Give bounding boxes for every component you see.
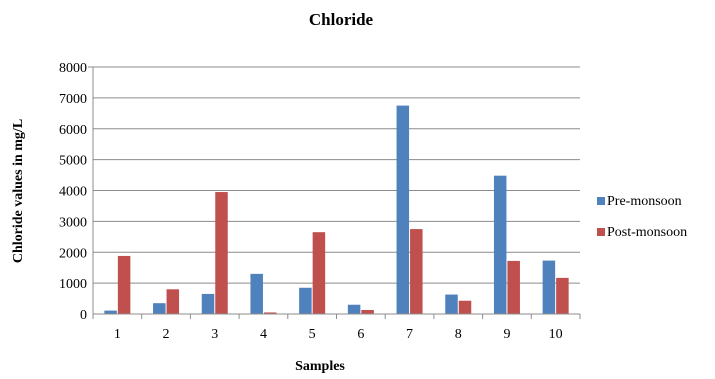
y-tick-label: 7000 — [59, 92, 87, 107]
x-tick-label: 3 — [211, 327, 218, 342]
bar-pre-monsoon-8 — [445, 294, 458, 314]
y-tick-label: 8000 — [59, 61, 87, 76]
bar-pre-monsoon-6 — [347, 304, 361, 314]
bar-post-monsoon-10 — [556, 277, 569, 314]
y-tick-label: 3000 — [59, 215, 87, 230]
bar-pre-monsoon-1 — [104, 310, 117, 314]
x-tick-label: 9 — [503, 327, 510, 342]
bar-post-monsoon-6 — [361, 309, 374, 314]
x-tick-labels: 1 2 3 4 5 6 7 8 9 10 — [114, 327, 563, 342]
x-tick-label: 2 — [163, 327, 170, 342]
x-tick-label: 6 — [357, 327, 364, 342]
x-axis-title: Samples — [295, 359, 345, 374]
bar-post-monsoon-5 — [312, 232, 326, 314]
bar-pre-monsoon-3 — [201, 293, 215, 314]
bar-pre-monsoon-9 — [493, 175, 507, 314]
chart-title: Chloride — [309, 10, 374, 29]
bar-post-monsoon-1 — [117, 255, 131, 314]
x-tick-label: 8 — [455, 327, 462, 342]
bar-pre-monsoon-10 — [542, 260, 556, 314]
legend-swatch — [597, 197, 605, 205]
legend: Pre-monsoon Post-monsoon — [597, 194, 687, 240]
bar-post-monsoon-4 — [263, 312, 277, 314]
y-tick-label: 5000 — [59, 154, 87, 169]
bar-pre-monsoon-2 — [153, 303, 166, 314]
legend-swatch — [597, 228, 605, 236]
x-tick-label: 5 — [309, 327, 316, 342]
bar-pre-monsoon-7 — [396, 105, 410, 314]
bars — [104, 105, 569, 314]
y-tick-label: 2000 — [59, 246, 87, 261]
bar-post-monsoon-2 — [166, 289, 180, 314]
bar-post-monsoon-8 — [458, 300, 472, 314]
y-tick-labels: 0 1000 2000 3000 4000 5000 6000 7000 8000 — [59, 61, 87, 323]
y-tick-label: 0 — [80, 308, 87, 323]
x-tick-label: 4 — [260, 327, 267, 342]
y-tick-label: 1000 — [59, 277, 87, 292]
gridlines — [93, 66, 580, 284]
axes — [88, 66, 581, 319]
y-axis-title: Chloride values in mg/L — [11, 119, 26, 263]
bar-post-monsoon-7 — [410, 229, 423, 314]
bar-post-monsoon-3 — [215, 192, 228, 314]
y-tick-label: 6000 — [59, 123, 87, 138]
bar-post-monsoon-9 — [507, 260, 520, 314]
x-tick-label: 1 — [114, 327, 121, 342]
x-tick-label: 10 — [549, 327, 563, 342]
bar-pre-monsoon-4 — [250, 273, 263, 314]
bar-pre-monsoon-5 — [299, 287, 312, 314]
y-tick-label: 4000 — [59, 185, 87, 200]
legend-label: Post-monsoon — [607, 225, 687, 240]
x-tick-label: 7 — [406, 327, 413, 342]
legend-label: Pre-monsoon — [607, 194, 682, 209]
